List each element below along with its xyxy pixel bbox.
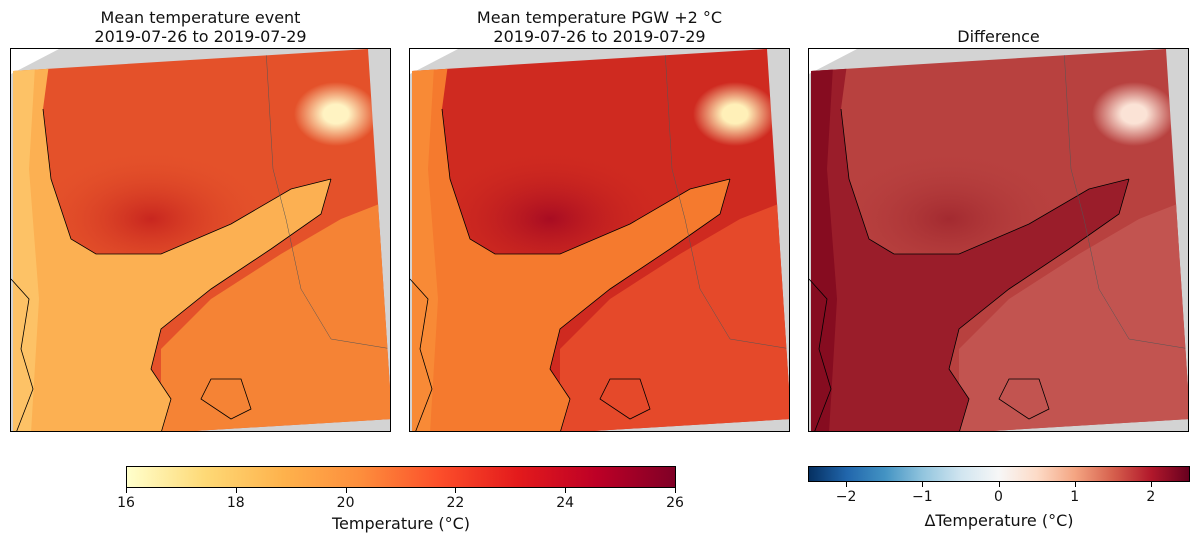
colorbar-tick-label: 2 (1146, 489, 1156, 505)
coastline (441, 108, 731, 431)
panel-title-difference: Difference (957, 27, 1040, 46)
colorbar-tick (126, 488, 127, 493)
coastline (42, 108, 332, 431)
map-event (10, 48, 391, 432)
white-corner (410, 49, 458, 74)
sea-west (811, 49, 837, 431)
colorbar-tick (1150, 482, 1152, 487)
map-difference (808, 48, 1189, 432)
colorbar-tick (235, 488, 237, 493)
colorbar-tick-label: 18 (226, 495, 245, 511)
white-corner (11, 49, 59, 74)
delta-colorbar-label: ΔTemperature (°C) (924, 511, 1074, 530)
land-south (560, 199, 789, 431)
colorbar-tick-label: 16 (117, 495, 135, 511)
coastline (840, 108, 1130, 431)
sea (13, 49, 331, 431)
colorbar-tick-label: −2 (835, 489, 857, 505)
map-pgw (409, 48, 790, 432)
west-coast (809, 278, 832, 431)
temperature-colorbar-label: Temperature (°C) (331, 514, 471, 533)
colorbar-tick-label: 26 (666, 495, 684, 511)
temperature-colorbar (126, 466, 676, 488)
colorbar-tick (675, 488, 676, 493)
colorbar-tick (998, 482, 1000, 487)
white-corner (809, 49, 857, 74)
border-line (265, 49, 390, 350)
colorbar-tick-label: 1 (1070, 489, 1080, 505)
colorbar-tick-label: 22 (446, 495, 465, 511)
lake-region (693, 82, 777, 146)
delta-temperature-colorbar (808, 466, 1190, 482)
colorbar-tick (455, 488, 457, 493)
sea-west (412, 49, 438, 431)
land-south (161, 199, 390, 431)
colorbar-tick (565, 488, 567, 493)
lake-region (1092, 82, 1176, 146)
sea-west (13, 49, 39, 431)
panel-title-event: Mean temperature event 2019-07-26 to 201… (94, 8, 307, 46)
colorbar-tick-label: 24 (556, 495, 575, 511)
colorbar-tick (345, 488, 347, 493)
colorbar-tick (1074, 482, 1076, 487)
west-coast (11, 278, 34, 431)
sea (811, 49, 1129, 431)
colorbar-tick-label: 20 (336, 495, 355, 511)
border-line (664, 49, 789, 350)
border-line (1063, 49, 1188, 350)
colorbar-tick-label: 0 (994, 489, 1003, 505)
west-coast (410, 278, 433, 431)
land-south (959, 199, 1188, 431)
sea (412, 49, 730, 431)
colorbar-tick (922, 482, 924, 487)
colorbar-tick (846, 482, 848, 487)
colorbar-tick-label: −1 (911, 489, 933, 505)
panel-title-pgw: Mean temperature PGW +2 °C 2019-07-26 to… (476, 8, 723, 46)
lake-region (294, 82, 378, 146)
